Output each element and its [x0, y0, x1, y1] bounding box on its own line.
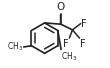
Text: F: F [81, 19, 87, 29]
Text: O: O [57, 2, 65, 12]
Text: CH$_3$: CH$_3$ [7, 41, 23, 53]
Text: CH$_3$: CH$_3$ [61, 50, 78, 63]
Text: F: F [80, 39, 86, 49]
Text: F: F [63, 39, 69, 49]
